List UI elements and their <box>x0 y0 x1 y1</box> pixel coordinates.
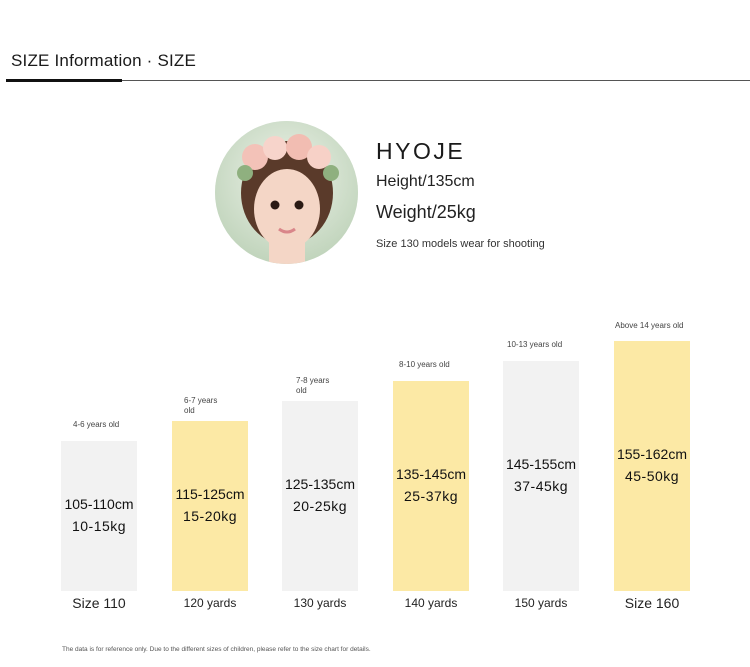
weight-range: 25-37kg <box>403 488 459 504</box>
age-label-120: 6-7 years old <box>184 396 218 415</box>
size-label-130: 130 yards <box>293 596 347 610</box>
weight-range: 20-25kg <box>292 498 348 514</box>
size-label-110: Size 110 <box>72 595 126 611</box>
size-label-140: 140 yards <box>404 596 458 610</box>
size-label-120: 120 yards <box>183 596 237 610</box>
child-model-photo-icon <box>215 121 358 264</box>
weight-range: 15-20kg <box>182 508 238 524</box>
age-label-110: 4-6 years old <box>73 420 120 429</box>
age-label-150: 10-13 years old <box>507 340 563 349</box>
size-bar-120: 115-125cm 15-20kg <box>172 421 248 591</box>
age-label-140: 8-10 years old <box>399 360 450 369</box>
height-range: 155-162cm <box>616 446 688 462</box>
header-accent-bar <box>6 79 122 82</box>
height-range: 115-125cm <box>175 486 245 502</box>
height-range: 125-135cm <box>284 476 356 492</box>
age-label-130: 7-8 years old <box>296 376 330 395</box>
weight-range: 37-45kg <box>513 478 569 494</box>
model-avatar <box>215 121 358 264</box>
header-title: SIZE Information · SIZE <box>11 51 197 70</box>
size-bar-130: 125-135cm 20-25kg <box>282 401 358 591</box>
size-bar-140: 135-145cm 25-37kg <box>393 381 469 591</box>
height-range: 145-155cm <box>505 456 577 472</box>
size-bar-150: 145-155cm 37-45kg <box>503 361 579 591</box>
age-label-160: Above 14 years old <box>615 321 684 330</box>
weight-range: 10-15kg <box>71 518 127 534</box>
header-divider <box>6 80 750 81</box>
height-range: 105-110cm <box>64 496 134 512</box>
size-label-150: 150 yards <box>514 596 568 610</box>
model-weight: Weight/25kg <box>376 202 476 222</box>
size-bar-160: 155-162cm 45-50kg <box>614 341 690 591</box>
model-height: Height/135cm <box>376 173 475 190</box>
size-bar-110: 105-110cm 10-15kg <box>61 441 137 591</box>
size-label-160: Size 160 <box>624 595 680 611</box>
model-note: Size 130 models wear for shooting <box>376 238 545 250</box>
weight-range: 45-50kg <box>624 468 680 484</box>
height-range: 135-145cm <box>395 466 467 482</box>
model-name: HYOJE <box>376 138 466 164</box>
footnote: The data is for reference only. Due to t… <box>62 646 371 653</box>
